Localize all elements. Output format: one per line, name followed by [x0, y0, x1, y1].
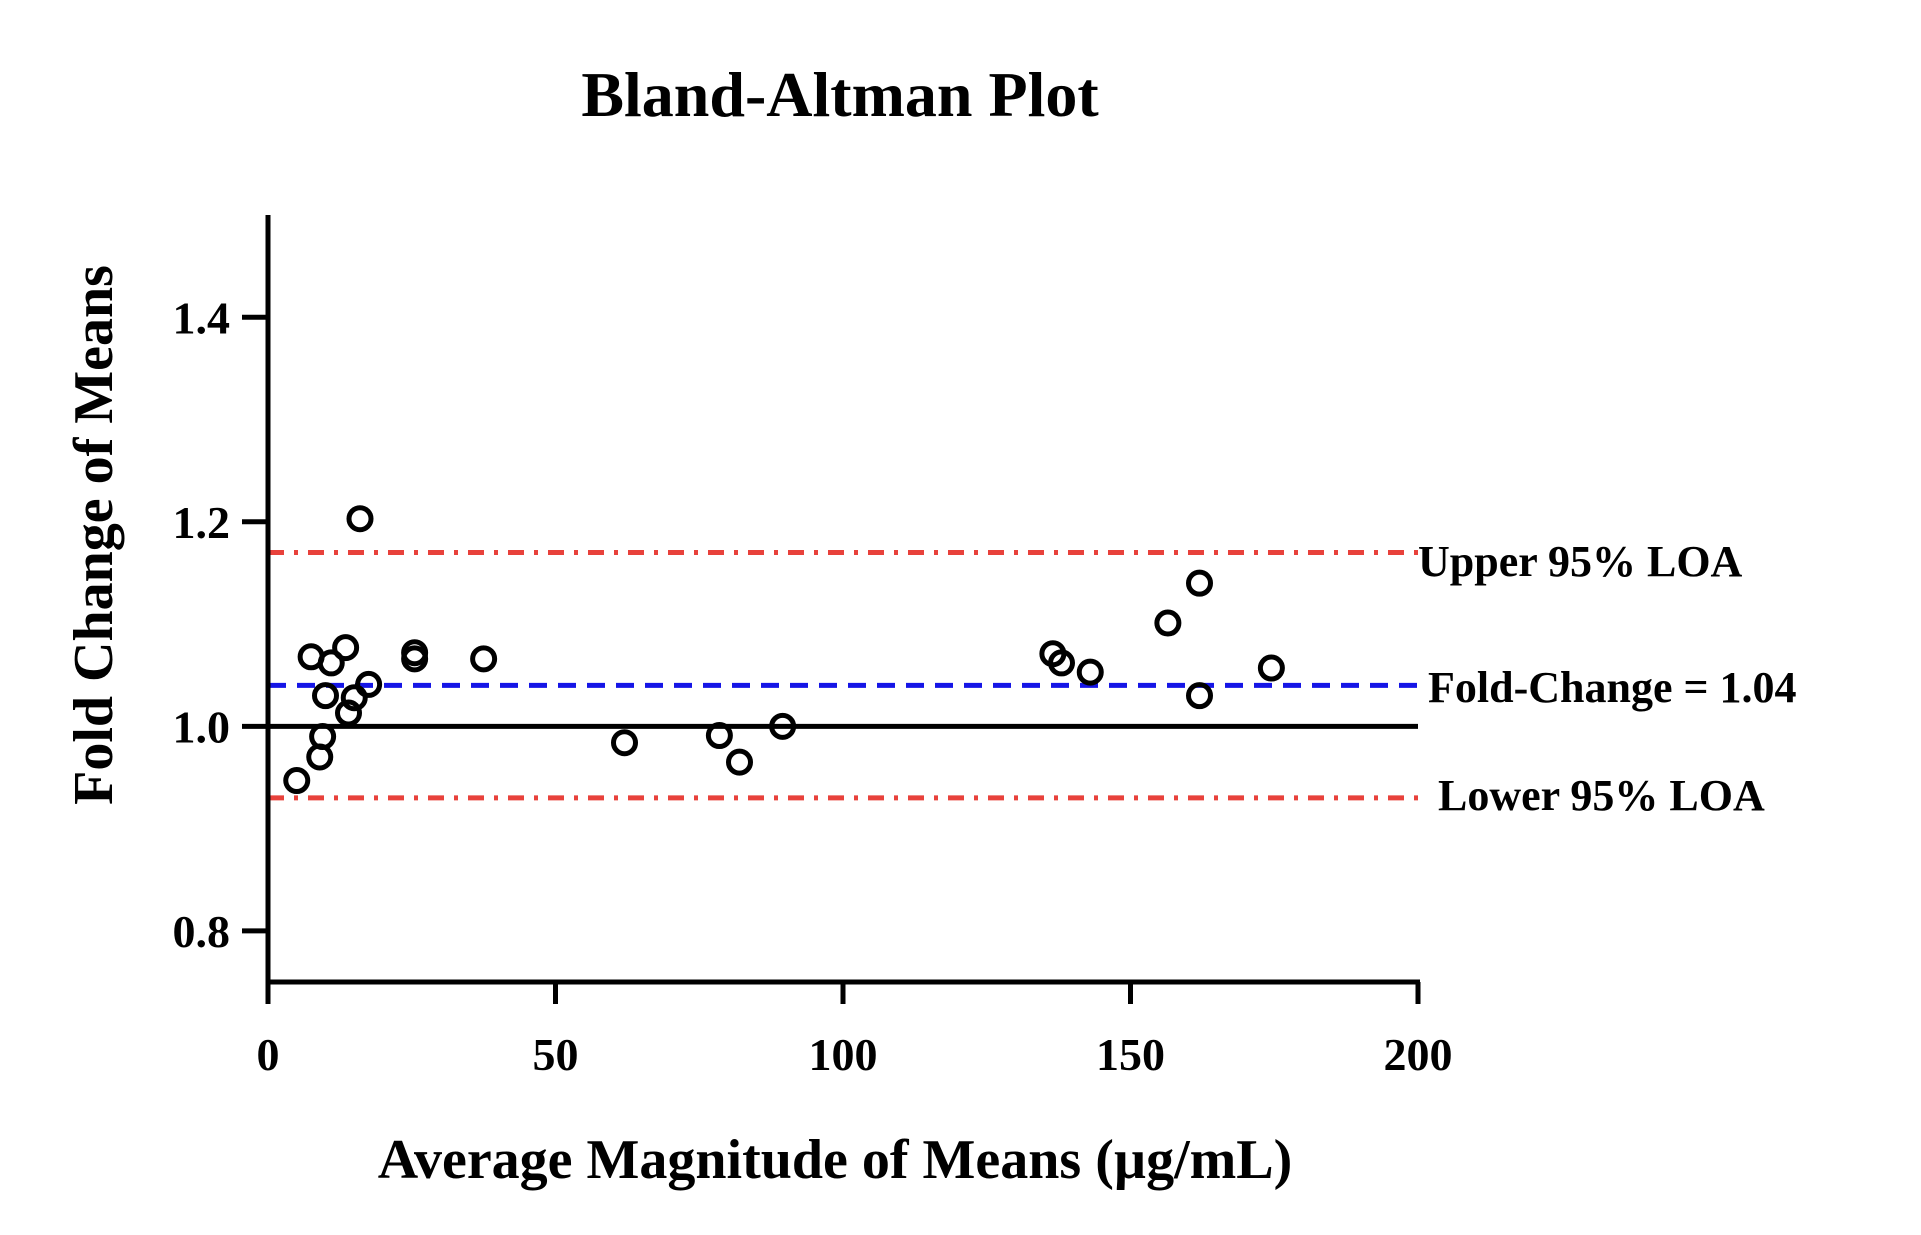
data-point [1186, 682, 1213, 710]
data-point [283, 767, 311, 795]
reference-line-labels: Upper 95% LOA Fold-Change = 1.04 Lower 9… [1418, 537, 1797, 820]
data-point [705, 722, 733, 750]
data-point [1186, 569, 1213, 597]
data-point [346, 505, 374, 533]
mean-fold-change-label: Fold-Change = 1.04 [1428, 663, 1797, 712]
plot-area: 0 50 100 150 200 0.8 1.0 1.2 1.4 [173, 215, 1453, 1080]
y-tick-label: 0.8 [173, 906, 231, 957]
data-point [317, 649, 345, 677]
axes [265, 215, 1420, 985]
y-tick-label: 1.2 [173, 497, 231, 548]
lower-loa-label: Lower 95% LOA [1438, 771, 1765, 820]
data-point [355, 670, 383, 698]
data-point [335, 699, 362, 727]
data-point [1048, 649, 1075, 677]
chart-title: Bland-Altman Plot [581, 59, 1099, 130]
y-tick-label: 1.4 [173, 292, 231, 343]
ticks: 0 50 100 150 200 0.8 1.0 1.2 1.4 [173, 292, 1453, 1080]
x-tick-label: 50 [533, 1029, 579, 1080]
data-point [470, 645, 498, 673]
data-point [1076, 658, 1104, 686]
x-tick-label: 200 [1384, 1029, 1453, 1080]
y-tick-label: 1.0 [173, 701, 231, 752]
x-axis-label: Average Magnitude of Means (µg/mL) [378, 1129, 1293, 1191]
data-point [769, 712, 797, 740]
data-point [401, 645, 429, 673]
x-tick-label: 100 [809, 1029, 878, 1080]
data-point [1257, 654, 1285, 682]
reference-lines [268, 549, 1428, 801]
data-points [283, 505, 1285, 795]
data-point [332, 634, 360, 662]
upper-loa-label: Upper 95% LOA [1418, 537, 1743, 586]
x-tick-label: 0 [257, 1029, 280, 1080]
x-tick-label: 150 [1096, 1029, 1165, 1080]
data-point [611, 729, 638, 757]
data-point [309, 723, 337, 751]
data-point [340, 684, 368, 712]
data-point [312, 682, 339, 710]
data-point [1154, 609, 1182, 637]
y-axis-label: Fold Change of Means [63, 265, 125, 805]
data-point [726, 748, 753, 776]
